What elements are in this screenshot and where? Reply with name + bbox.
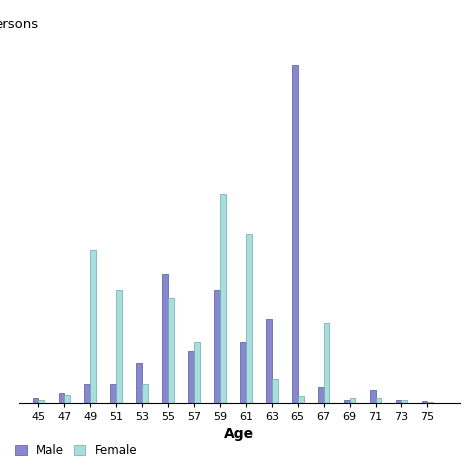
Bar [162,274,168,403]
X-axis label: Age: Age [224,428,255,441]
Bar [64,395,70,403]
Bar [110,383,116,403]
Bar [401,401,407,403]
Bar [298,396,303,403]
Bar [246,234,252,403]
Legend: Male, Female: Male, Female [10,439,142,462]
Bar [428,402,433,403]
Bar [194,342,200,403]
Bar [375,398,382,403]
Bar [220,194,226,403]
Bar [58,393,64,403]
Bar [116,291,122,403]
Bar [318,387,324,403]
Bar [350,398,356,403]
Bar [137,363,142,403]
Bar [396,400,401,403]
Bar [33,398,38,403]
Bar [292,65,298,403]
Bar [188,351,194,403]
Bar [344,400,350,403]
Bar [421,401,428,403]
Bar [324,322,329,403]
Bar [90,250,96,403]
Bar [38,400,44,403]
Bar [272,379,278,403]
Bar [266,319,272,403]
Bar [142,383,148,403]
Text: ersons: ersons [0,18,39,31]
Bar [240,342,246,403]
Bar [370,390,375,403]
Bar [168,299,174,403]
Bar [214,291,220,403]
Bar [84,383,90,403]
